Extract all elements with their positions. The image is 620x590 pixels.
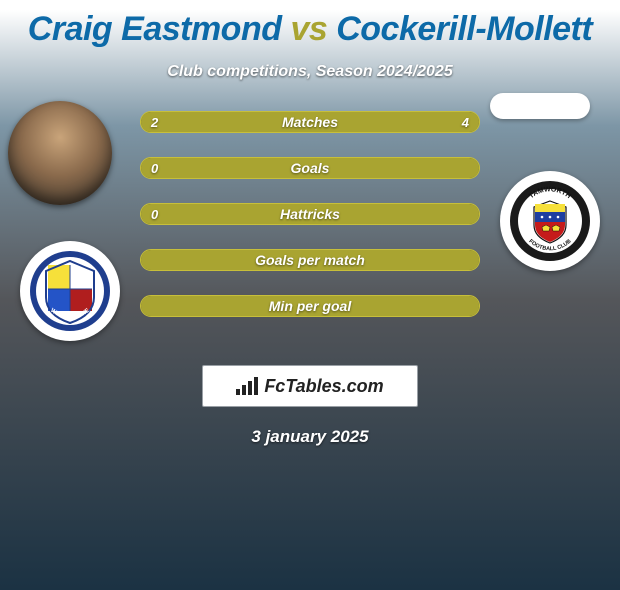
bar-chart-icon [236, 377, 258, 395]
stat-bars: Matches24Goals0Hattricks0Goals per match… [140, 111, 480, 317]
player-right-pill [490, 93, 590, 119]
stat-bar: Min per goal [140, 295, 480, 317]
stat-bar: Goals0 [140, 157, 480, 179]
stat-label: Goals [141, 158, 479, 178]
club-crest-right: TAMWORTH FOOTBALL CLUB [500, 171, 600, 271]
stat-value-right: 4 [462, 112, 469, 132]
page-title: Craig Eastmond vs Cockerill-Mollett [0, 10, 620, 49]
date-text: 3 january 2025 [0, 427, 620, 447]
stat-value-left: 0 [151, 204, 158, 224]
stat-label: Hattricks [141, 204, 479, 224]
subtitle: Club competitions, Season 2024/2025 [0, 63, 620, 81]
brand-box: FcTables.com [202, 365, 418, 407]
stat-bar: Matches2 4 [140, 111, 480, 133]
player-left-avatar [8, 101, 112, 205]
stat-bar: Goals per match [140, 249, 480, 271]
compare-area: WEALDSTONE TAMWORTH FOOTBALL CLUB Matche… [0, 111, 620, 351]
stat-value-left: 2 [151, 112, 158, 132]
club-crest-left: WEALDSTONE [20, 241, 120, 341]
stat-bar: Hattricks0 [140, 203, 480, 225]
brand-text: FcTables.com [264, 376, 383, 397]
stat-label: Goals per match [141, 250, 479, 270]
stat-label: Min per goal [141, 296, 479, 316]
stat-label: Matches [141, 112, 479, 132]
stat-value-left: 0 [151, 158, 158, 178]
